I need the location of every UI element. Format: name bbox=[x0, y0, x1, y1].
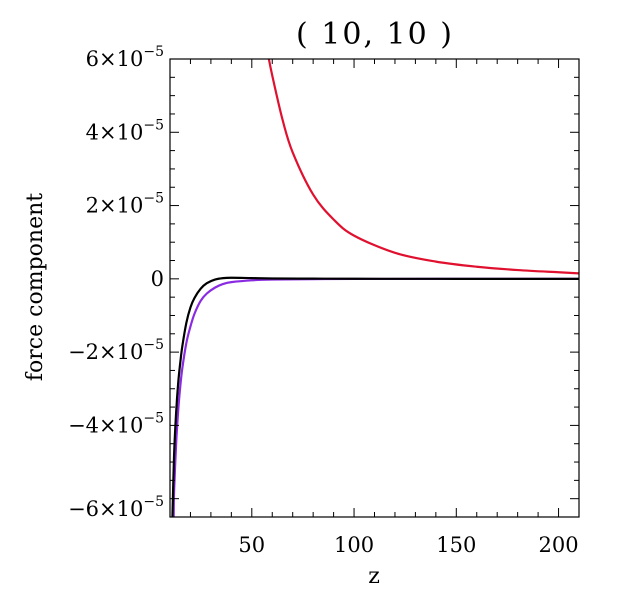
series-line-purple bbox=[172, 277, 579, 517]
y-tick-label: −4×10−5 bbox=[68, 410, 164, 437]
y-tick-label: −2×10−5 bbox=[68, 337, 164, 364]
series-line-black bbox=[171, 276, 579, 517]
y-tick-label-exponent: −5 bbox=[143, 337, 164, 353]
x-tick-label: 200 bbox=[539, 533, 579, 557]
y-tick-label: 0 bbox=[151, 267, 164, 291]
y-tick-label-exponent: −5 bbox=[143, 117, 164, 133]
y-tick-label: −6×10−5 bbox=[68, 494, 164, 521]
y-axis-label: force component bbox=[23, 193, 48, 381]
y-tick-label: 6×10−5 bbox=[86, 44, 164, 71]
x-axis-label: z bbox=[368, 564, 380, 589]
chart-title: ( 10, 10 ) bbox=[296, 17, 454, 52]
tick-labels-layer: 50 100 150 200 −6×10−5 −4×10−5 −2×10−5 0 2×10−5 4… bbox=[68, 44, 579, 557]
x-tick-label: 100 bbox=[334, 533, 374, 557]
plot-frame bbox=[169, 58, 580, 518]
y-tick-label: 2×10−5 bbox=[86, 191, 164, 218]
ticks-layer bbox=[169, 58, 580, 518]
x-tick-label: 50 bbox=[238, 533, 265, 557]
y-tick-label-exponent: −5 bbox=[143, 410, 164, 426]
x-tick-label: 150 bbox=[436, 533, 476, 557]
y-tick-label-exponent: −5 bbox=[143, 191, 164, 207]
y-axis-label-group: force component bbox=[23, 193, 48, 381]
y-tick-label-exponent: −5 bbox=[143, 44, 164, 60]
series-layer bbox=[171, 59, 579, 517]
y-tick-label-exponent: −5 bbox=[143, 494, 164, 510]
series-line-red bbox=[267, 59, 579, 275]
y-tick-label: 4×10−5 bbox=[86, 117, 164, 144]
